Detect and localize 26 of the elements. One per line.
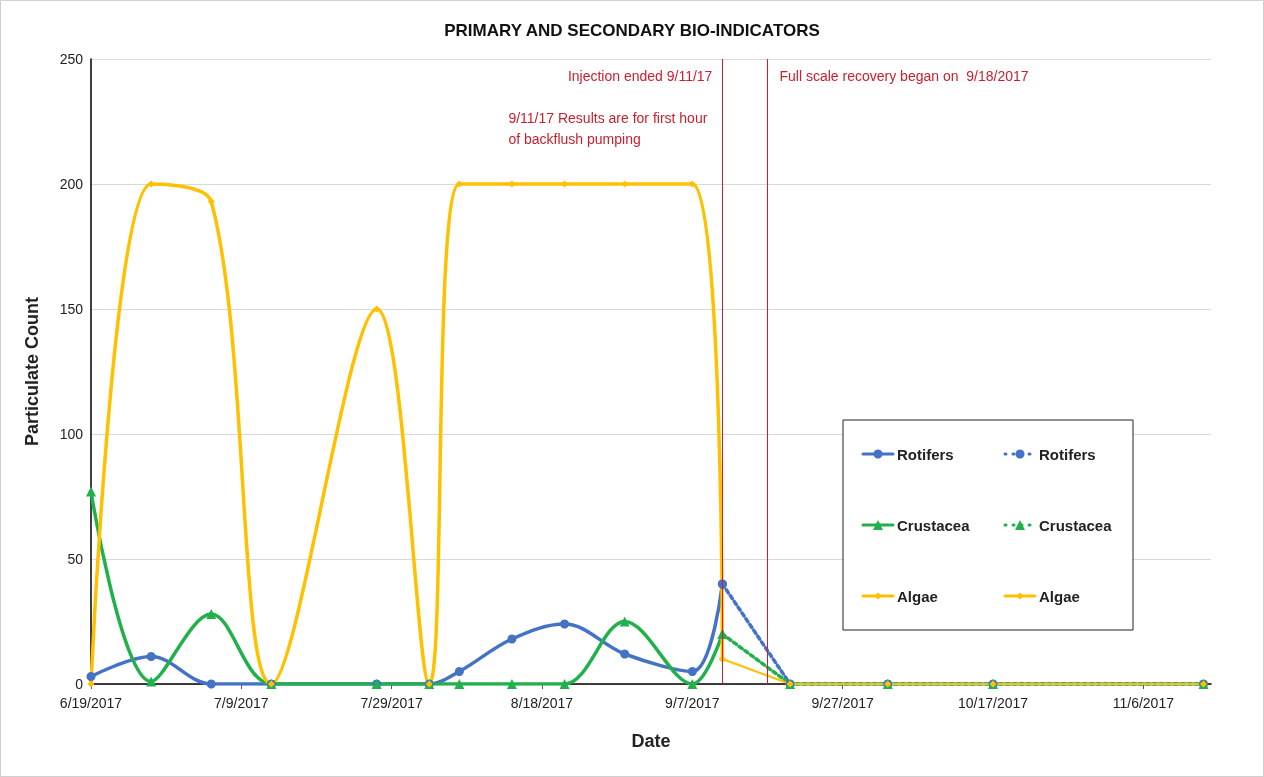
x-tick-label: 9/27/2017 [811,695,875,711]
ref-line-label: Injection ended 9/11/17 [567,68,713,84]
ref-line-label: Full scale recovery began on 9/18/2017 [779,68,1029,84]
y-tick-label: 50 [67,551,84,567]
y-tick-label: 0 [75,676,84,692]
x-tick-label: 7/29/2017 [360,695,424,711]
y-tick-label: 200 [59,176,84,192]
legend-label: Algae [897,587,938,605]
legend-label: Crustacea [897,516,971,534]
x-tick-label: 11/6/2017 [1112,695,1175,711]
x-axis-title: Date [631,731,671,751]
x-tick-label: 6/19/2017 [59,695,123,711]
y-tick-label: 250 [59,51,84,67]
y-tick-label: 150 [59,301,84,317]
x-tick-label: 8/18/2017 [510,695,574,711]
legend-label: Crustacea [1039,516,1113,534]
x-tick-label: 7/9/2017 [214,695,269,711]
annotation: 9/11/17 Results are for first hour of backflush pumping [508,109,712,147]
legend-label: Rotifers [1039,445,1096,463]
chart-title: PRIMARY AND SECONDARY BIO-INDICATORS [444,21,820,40]
legend-label: Rotifers [897,445,954,463]
legend-label: Algae [1039,587,1080,605]
y-axis-title: Particulate Count [22,296,42,447]
y-tick-label: 100 [59,426,84,442]
x-tick-label: 9/7/2017 [665,695,720,711]
x-tick-label: 10/17/2017 [957,695,1029,711]
